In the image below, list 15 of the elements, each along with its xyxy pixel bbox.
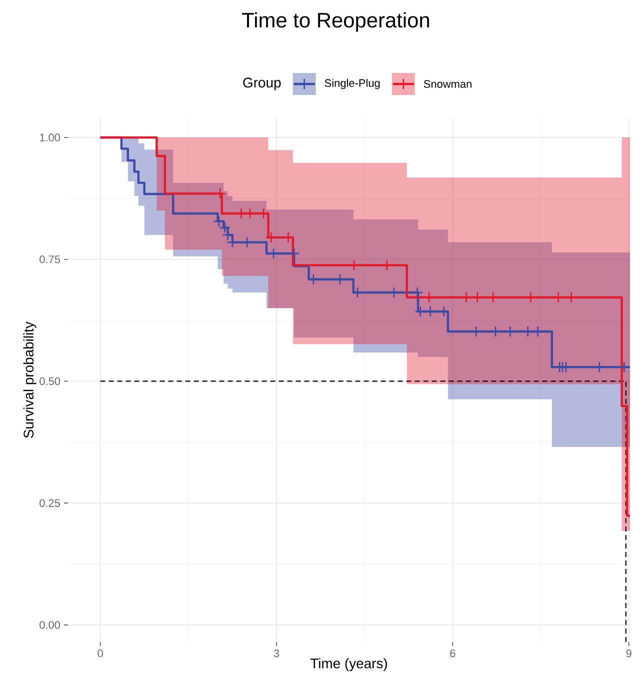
legend-title: Group bbox=[243, 78, 281, 90]
x-tick-label: 9 bbox=[626, 650, 632, 658]
chart-title: Time to Reoperation bbox=[242, 12, 429, 32]
y-tick-label: 0.25 bbox=[40, 499, 60, 507]
y-tick-label: 0.75 bbox=[40, 255, 60, 264]
x-axis-title: Time (years) bbox=[310, 658, 387, 672]
y-tick-label: 0.00 bbox=[40, 621, 60, 629]
y-tick-label: 0.50 bbox=[40, 377, 60, 386]
x-tick-label: 0 bbox=[98, 650, 103, 658]
x-tick-label: 3 bbox=[274, 650, 280, 658]
x-tick-label: 6 bbox=[450, 650, 456, 658]
y-axis-title: Survival probability bbox=[23, 322, 36, 438]
legend-label: Single-Plug bbox=[324, 78, 380, 90]
legend-label: Snowman bbox=[424, 80, 472, 88]
y-tick-label: 1.00 bbox=[40, 134, 60, 142]
